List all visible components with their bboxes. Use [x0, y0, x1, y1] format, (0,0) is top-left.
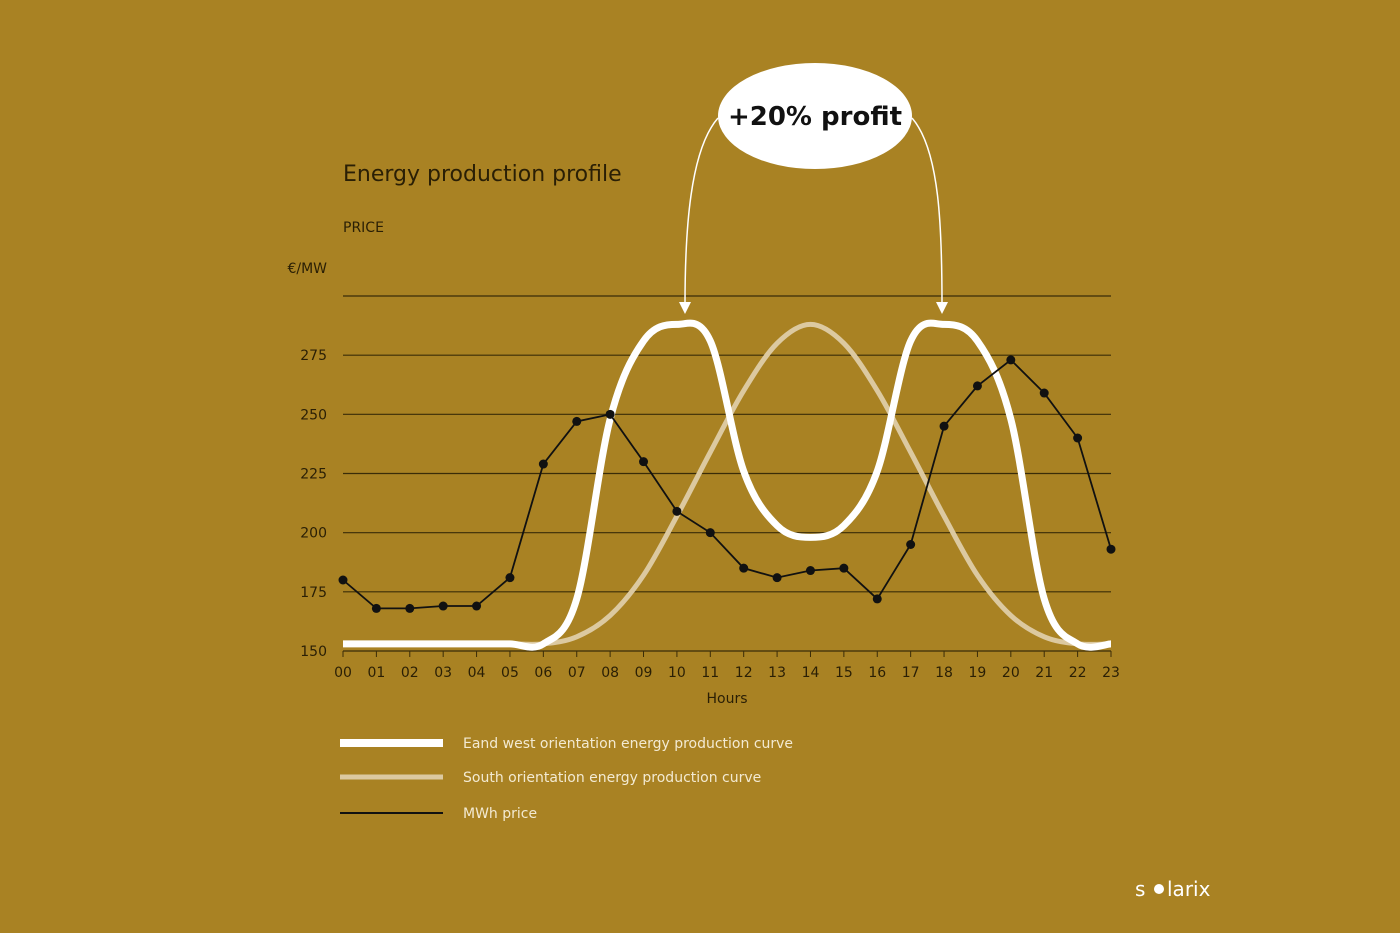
x-tick-label: 06 — [534, 665, 552, 681]
solarix-logo: s larix — [1135, 877, 1211, 901]
y-axis-unit: €/MW — [287, 261, 327, 277]
y-tick-label: 225 — [300, 467, 327, 483]
price-point — [605, 409, 615, 419]
price-line — [342, 358, 1112, 610]
legend-label: MWh price — [463, 806, 537, 822]
arrow-right — [911, 117, 943, 306]
price-point — [1039, 388, 1049, 398]
price-point — [405, 603, 415, 613]
price-point — [739, 563, 749, 573]
arrow-left — [684, 117, 719, 306]
price-point — [705, 528, 715, 538]
price-point — [772, 573, 782, 583]
price-point — [538, 459, 548, 469]
price-point — [572, 416, 582, 426]
profit-callout-text: +20% profit — [728, 102, 902, 132]
x-tick-label: 18 — [935, 665, 953, 681]
svg-text:s: s — [1135, 877, 1145, 901]
price-point — [805, 566, 815, 576]
y-tick-label: 150 — [300, 644, 327, 660]
price-point — [839, 563, 849, 573]
price-point — [1073, 433, 1083, 443]
x-tick-label: 12 — [735, 665, 753, 681]
price-point — [672, 506, 682, 516]
x-tick-label: 07 — [568, 665, 586, 681]
arrowhead-right — [936, 302, 948, 314]
x-tick-label: 16 — [868, 665, 886, 681]
profit-callout — [718, 63, 912, 169]
price-point — [639, 457, 649, 467]
y-tick-label: 200 — [300, 526, 327, 542]
x-tick-label: 05 — [501, 665, 519, 681]
price-point — [1006, 355, 1016, 365]
x-tick-label: 23 — [1102, 665, 1120, 681]
x-tick-label: 11 — [701, 665, 719, 681]
x-tick-label: 00 — [334, 665, 352, 681]
legend-label: South orientation energy production curv… — [463, 770, 761, 786]
x-tick-label: 17 — [902, 665, 920, 681]
series-line-0 — [343, 319, 1112, 651]
x-tick-label: 02 — [401, 665, 419, 681]
price-point — [972, 381, 982, 391]
chart-title: Energy production profile — [343, 162, 622, 187]
x-tick-label: 20 — [1002, 665, 1020, 681]
x-axis-title: Hours — [706, 691, 747, 707]
y-tick-label: 275 — [300, 348, 327, 364]
svg-text:larix: larix — [1167, 877, 1211, 901]
x-tick-label: 19 — [969, 665, 987, 681]
price-point — [939, 421, 949, 431]
y-tick-label: 175 — [300, 585, 327, 601]
x-tick-label: 09 — [635, 665, 653, 681]
x-tick-label: 21 — [1035, 665, 1053, 681]
x-tick-label: 03 — [434, 665, 452, 681]
legend-label: Eand west orientation energy production … — [463, 736, 793, 752]
y-axis-title: PRICE — [343, 220, 384, 236]
price-point — [1106, 544, 1116, 554]
y-tick-label: 250 — [300, 407, 327, 423]
x-tick-label: 01 — [367, 665, 385, 681]
price-point — [338, 575, 348, 585]
arrowhead-left — [679, 302, 691, 314]
x-tick-label: 22 — [1069, 665, 1087, 681]
x-tick-label: 04 — [468, 665, 486, 681]
x-tick-label: 08 — [601, 665, 619, 681]
price-point — [472, 601, 482, 611]
x-tick-label: 14 — [802, 665, 820, 681]
x-tick-label: 15 — [835, 665, 853, 681]
price-point — [872, 594, 882, 604]
price-point — [371, 603, 381, 613]
price-point — [906, 540, 916, 549]
price-point — [505, 573, 515, 583]
x-tick-label: 13 — [768, 665, 786, 681]
price-point — [438, 601, 448, 611]
x-tick-label: 10 — [668, 665, 686, 681]
